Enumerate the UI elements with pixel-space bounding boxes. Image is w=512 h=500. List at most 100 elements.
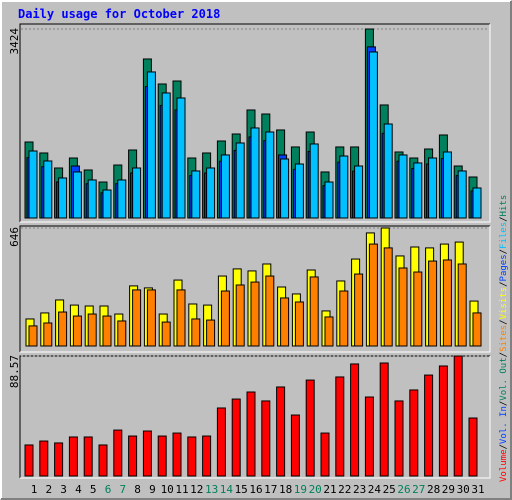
bar	[176, 289, 186, 347]
x-tick-label: 22	[338, 483, 351, 496]
bar	[290, 414, 300, 477]
x-tick-label: 21	[323, 483, 336, 496]
x-tick-label: 9	[149, 483, 156, 496]
bar	[294, 301, 304, 347]
x-tick-label: 1	[31, 483, 38, 496]
bar	[117, 179, 127, 219]
legend-entry: Hits	[499, 195, 509, 217]
bar	[354, 273, 364, 347]
bar	[102, 315, 112, 347]
bar	[68, 436, 78, 477]
bar	[394, 400, 404, 477]
bar	[324, 181, 334, 219]
bar	[468, 417, 478, 477]
bar	[383, 247, 393, 347]
bar	[128, 435, 138, 477]
x-tick-label: 14	[220, 483, 234, 496]
legend-separator: /	[499, 281, 509, 286]
bar	[368, 243, 378, 347]
bar	[409, 389, 419, 477]
bar	[324, 316, 334, 347]
bar	[132, 289, 142, 347]
x-tick-label: 28	[427, 483, 440, 496]
legend-entry: Vol. Out	[499, 357, 509, 400]
bar	[472, 187, 482, 219]
plot-border-light	[20, 24, 491, 223]
x-tick-label: 25	[383, 483, 396, 496]
plot-border-light	[20, 356, 491, 479]
bar	[146, 289, 156, 347]
bar	[339, 155, 349, 219]
bar	[398, 154, 408, 219]
y-tick-label: 3424	[8, 28, 21, 55]
bar	[424, 374, 434, 477]
bar	[305, 379, 315, 477]
legend-separator: /	[499, 319, 509, 324]
x-tick-label: 10	[161, 483, 174, 496]
bar	[220, 290, 230, 347]
bar	[235, 284, 245, 347]
bar	[379, 362, 389, 477]
legend-entry: Visits	[499, 287, 509, 320]
bar	[250, 127, 260, 219]
x-tick-label: 6	[105, 483, 112, 496]
legend-entry: Sites	[499, 325, 509, 352]
legend-separator: /	[499, 401, 509, 406]
plot-border-dark	[19, 225, 490, 352]
bar	[472, 312, 482, 347]
x-tick-label: 7	[119, 483, 126, 496]
bar	[24, 444, 34, 477]
x-tick-label: 2	[45, 483, 52, 496]
bar	[72, 171, 82, 219]
bar	[413, 162, 423, 219]
plot-border-light	[20, 226, 491, 353]
y-tick-label: 88.57	[8, 355, 21, 388]
x-tick-label: 20	[309, 483, 322, 496]
bar	[206, 319, 216, 347]
bar	[206, 167, 216, 219]
legend-entry: Volume	[499, 449, 509, 482]
bar	[142, 430, 152, 477]
bar	[368, 51, 378, 219]
bar	[191, 318, 201, 347]
bar	[220, 154, 230, 219]
bar	[398, 267, 408, 347]
bar	[58, 177, 68, 219]
x-tick-label: 29	[442, 483, 455, 496]
legend-separator: /	[499, 444, 509, 449]
bar	[280, 158, 290, 219]
bar	[294, 163, 304, 219]
x-tick-label: 17	[264, 483, 277, 496]
bar	[113, 429, 123, 477]
x-tick-label: 13	[205, 483, 218, 496]
x-tick-label: 4	[75, 483, 82, 496]
bar	[428, 260, 438, 347]
x-tick-label: 19	[294, 483, 307, 496]
bar	[350, 363, 360, 477]
bar	[235, 142, 245, 219]
bar	[354, 165, 364, 219]
x-tick-label: 5	[90, 483, 97, 496]
bar	[442, 151, 452, 219]
y-tick-label: 646	[8, 227, 21, 247]
bar	[265, 275, 275, 347]
bar	[442, 259, 452, 347]
bar	[132, 167, 142, 219]
x-tick-label: 15	[235, 483, 248, 496]
bar	[339, 290, 349, 347]
bar	[309, 143, 319, 219]
bar	[72, 315, 82, 347]
bar	[309, 276, 319, 347]
bar	[43, 322, 53, 347]
bar	[191, 170, 201, 219]
x-tick-label: 16	[249, 483, 262, 496]
bar	[117, 320, 127, 347]
bar	[161, 321, 171, 347]
legend-entry: Pages	[499, 254, 509, 281]
bar	[28, 150, 38, 219]
bar	[146, 71, 156, 219]
bar	[172, 432, 182, 477]
bar	[457, 263, 467, 347]
